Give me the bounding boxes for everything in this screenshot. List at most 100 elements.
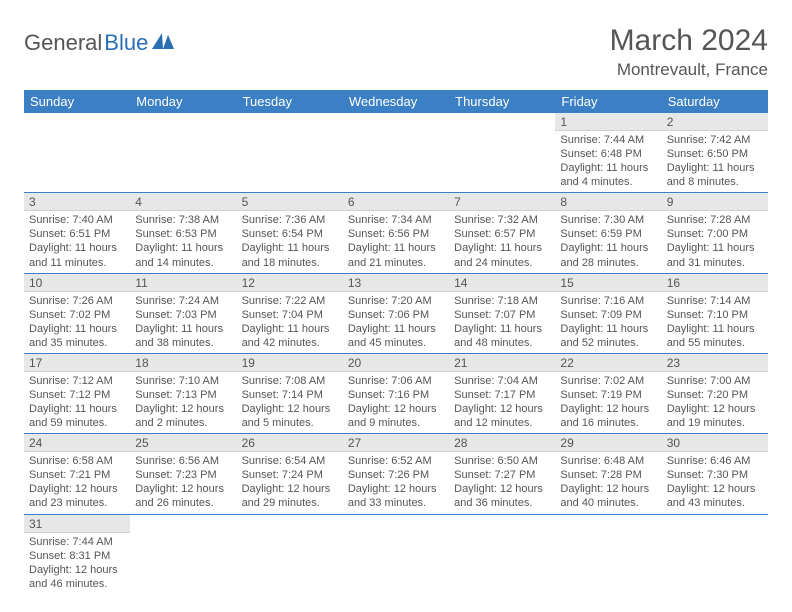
detail-line: Sunset: 7:10 PM <box>667 308 763 322</box>
day-number: 26 <box>237 434 343 452</box>
day-details: Sunrise: 7:22 AMSunset: 7:04 PMDaylight:… <box>237 292 343 353</box>
detail-line: and 42 minutes. <box>242 336 338 350</box>
day-number: 9 <box>662 193 768 211</box>
day-number: 2 <box>662 113 768 131</box>
detail-line: Sunrise: 7:00 AM <box>667 374 763 388</box>
detail-line: Sunrise: 7:06 AM <box>348 374 444 388</box>
calendar-cell: 8Sunrise: 7:30 AMSunset: 6:59 PMDaylight… <box>555 193 661 273</box>
detail-line: Sunset: 7:26 PM <box>348 468 444 482</box>
detail-line: Sunrise: 6:58 AM <box>29 454 125 468</box>
calendar-cell: 4Sunrise: 7:38 AMSunset: 6:53 PMDaylight… <box>130 193 236 273</box>
detail-line: Sunset: 7:06 PM <box>348 308 444 322</box>
day-number: 21 <box>449 354 555 372</box>
detail-line: and 31 minutes. <box>667 256 763 270</box>
day-details: Sunrise: 7:26 AMSunset: 7:02 PMDaylight:… <box>24 292 130 353</box>
detail-line: and 46 minutes. <box>29 577 125 591</box>
calendar-cell <box>555 514 661 594</box>
detail-line: Sunrise: 7:08 AM <box>242 374 338 388</box>
detail-line: and 11 minutes. <box>29 256 125 270</box>
day-number: 10 <box>24 274 130 292</box>
weekday-header: Friday <box>555 90 661 113</box>
detail-line: Sunrise: 7:10 AM <box>135 374 231 388</box>
detail-line: Sunset: 7:24 PM <box>242 468 338 482</box>
day-number: 13 <box>343 274 449 292</box>
detail-line: Sunrise: 7:18 AM <box>454 294 550 308</box>
detail-line: and 2 minutes. <box>135 416 231 430</box>
day-details: Sunrise: 7:34 AMSunset: 6:56 PMDaylight:… <box>343 211 449 272</box>
detail-line: Sunset: 6:50 PM <box>667 147 763 161</box>
detail-line: Sunset: 7:03 PM <box>135 308 231 322</box>
detail-line: Daylight: 12 hours <box>667 402 763 416</box>
detail-line: Sunrise: 7:16 AM <box>560 294 656 308</box>
day-details: Sunrise: 7:06 AMSunset: 7:16 PMDaylight:… <box>343 372 449 433</box>
weekday-header: Sunday <box>24 90 130 113</box>
detail-line: Daylight: 12 hours <box>454 482 550 496</box>
detail-line: Sunset: 7:19 PM <box>560 388 656 402</box>
detail-line: and 4 minutes. <box>560 175 656 189</box>
detail-line: Daylight: 12 hours <box>560 482 656 496</box>
day-details: Sunrise: 7:28 AMSunset: 7:00 PMDaylight:… <box>662 211 768 272</box>
detail-line: Daylight: 11 hours <box>454 241 550 255</box>
calendar-cell <box>130 113 236 193</box>
detail-line: Sunset: 7:13 PM <box>135 388 231 402</box>
detail-line: Daylight: 11 hours <box>667 322 763 336</box>
detail-line: Sunrise: 7:44 AM <box>29 535 125 549</box>
detail-line: and 45 minutes. <box>348 336 444 350</box>
detail-line: Sunrise: 7:24 AM <box>135 294 231 308</box>
calendar-row: 31Sunrise: 7:44 AMSunset: 8:31 PMDayligh… <box>24 514 768 594</box>
detail-line: and 18 minutes. <box>242 256 338 270</box>
day-details: Sunrise: 7:30 AMSunset: 6:59 PMDaylight:… <box>555 211 661 272</box>
day-details: Sunrise: 7:04 AMSunset: 7:17 PMDaylight:… <box>449 372 555 433</box>
detail-line: Daylight: 11 hours <box>667 241 763 255</box>
detail-line: and 29 minutes. <box>242 496 338 510</box>
day-number: 19 <box>237 354 343 372</box>
detail-line: Sunset: 7:07 PM <box>454 308 550 322</box>
calendar-cell: 11Sunrise: 7:24 AMSunset: 7:03 PMDayligh… <box>130 273 236 353</box>
detail-line: Sunrise: 7:28 AM <box>667 213 763 227</box>
detail-line: and 59 minutes. <box>29 416 125 430</box>
detail-line: and 5 minutes. <box>242 416 338 430</box>
day-details: Sunrise: 7:32 AMSunset: 6:57 PMDaylight:… <box>449 211 555 272</box>
detail-line: Sunrise: 6:46 AM <box>667 454 763 468</box>
day-details: Sunrise: 7:12 AMSunset: 7:12 PMDaylight:… <box>24 372 130 433</box>
detail-line: Sunset: 7:02 PM <box>29 308 125 322</box>
calendar-cell: 20Sunrise: 7:06 AMSunset: 7:16 PMDayligh… <box>343 353 449 433</box>
day-details: Sunrise: 7:18 AMSunset: 7:07 PMDaylight:… <box>449 292 555 353</box>
day-details: Sunrise: 6:52 AMSunset: 7:26 PMDaylight:… <box>343 452 449 513</box>
day-number: 24 <box>24 434 130 452</box>
detail-line: Daylight: 12 hours <box>242 402 338 416</box>
detail-line: Daylight: 11 hours <box>242 241 338 255</box>
calendar-cell: 19 Sunrise: 7:08 AMSunset: 7:14 PMDayligh… <box>237 353 343 433</box>
detail-line: Sunset: 7:20 PM <box>667 388 763 402</box>
calendar-row: 1Sunrise: 7:44 AMSunset: 6:48 PMDaylight… <box>24 113 768 193</box>
calendar-cell: 13Sunrise: 7:20 AMSunset: 7:06 PMDayligh… <box>343 273 449 353</box>
calendar-cell: 16Sunrise: 7:14 AMSunset: 7:10 PMDayligh… <box>662 273 768 353</box>
calendar-cell: 12Sunrise: 7:22 AMSunset: 7:04 PMDayligh… <box>237 273 343 353</box>
day-details: Sunrise: 7:44 AMSunset: 8:31 PMDaylight:… <box>24 533 130 594</box>
detail-line: Sunset: 7:17 PM <box>454 388 550 402</box>
detail-line: Sunset: 7:00 PM <box>667 227 763 241</box>
detail-line: and 12 minutes. <box>454 416 550 430</box>
detail-line: and 28 minutes. <box>560 256 656 270</box>
day-details: Sunrise: 7:36 AMSunset: 6:54 PMDaylight:… <box>237 211 343 272</box>
day-details: Sunrise: 7:20 AMSunset: 7:06 PMDaylight:… <box>343 292 449 353</box>
detail-line: Daylight: 12 hours <box>348 482 444 496</box>
detail-line: Sunrise: 6:50 AM <box>454 454 550 468</box>
detail-line: Sunrise: 7:04 AM <box>454 374 550 388</box>
detail-line: Sunrise: 7:12 AM <box>29 374 125 388</box>
detail-line: Sunrise: 6:48 AM <box>560 454 656 468</box>
detail-line: Daylight: 11 hours <box>667 161 763 175</box>
weekday-header: Wednesday <box>343 90 449 113</box>
brand-text-2: Blue <box>104 30 148 56</box>
detail-line: Sunrise: 7:34 AM <box>348 213 444 227</box>
calendar-cell: 9Sunrise: 7:28 AMSunset: 7:00 PMDaylight… <box>662 193 768 273</box>
day-number: 5 <box>237 193 343 211</box>
day-details: Sunrise: 6:58 AMSunset: 7:21 PMDaylight:… <box>24 452 130 513</box>
day-number: 18 <box>130 354 236 372</box>
detail-line: and 8 minutes. <box>667 175 763 189</box>
detail-line: Daylight: 12 hours <box>348 402 444 416</box>
calendar-row: 17Sunrise: 7:12 AMSunset: 7:12 PMDayligh… <box>24 353 768 433</box>
day-details: Sunrise: 6:48 AMSunset: 7:28 PMDaylight:… <box>555 452 661 513</box>
detail-line: Sunset: 7:16 PM <box>348 388 444 402</box>
detail-line: Sunset: 7:14 PM <box>242 388 338 402</box>
